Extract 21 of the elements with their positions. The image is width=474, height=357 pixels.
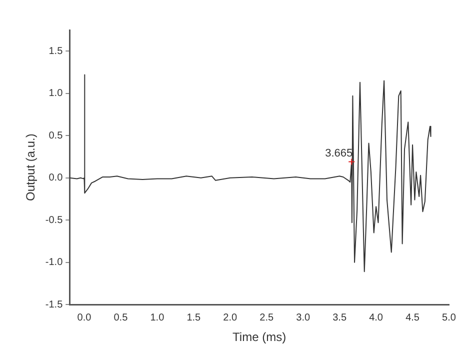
x-tick-label: 4.5 bbox=[406, 312, 420, 324]
y-tick-label: 1.0 bbox=[48, 88, 64, 100]
y-tick-label: 1.5 bbox=[48, 46, 64, 57]
x-tick-label: 0.0 bbox=[77, 312, 92, 324]
x-tick-label: 3.0 bbox=[296, 312, 310, 324]
x-tick-label: 1.5 bbox=[186, 312, 202, 324]
y-tick-label: 0.0 bbox=[48, 172, 64, 184]
y-tick-label: -1.0 bbox=[45, 257, 64, 268]
y-tick-label: -0.5 bbox=[45, 214, 64, 226]
x-tick-label: 3.5 bbox=[332, 312, 347, 324]
x-tick-label: 2.0 bbox=[223, 312, 238, 324]
x-tick-label: 4.0 bbox=[369, 312, 384, 324]
y-tick-label: 0.5 bbox=[48, 130, 64, 142]
y-tick-label: -1.5 bbox=[45, 299, 64, 310]
x-tick-label: 5.0 bbox=[442, 312, 456, 324]
y-axis-title: Output (a.u.) bbox=[24, 134, 38, 201]
x-tick-label: 0.5 bbox=[114, 312, 128, 324]
annotation: 3.665 bbox=[325, 147, 353, 160]
x-tick-label: 2.5 bbox=[260, 312, 274, 324]
x-tick-label: 1.0 bbox=[150, 312, 165, 324]
x-axis-title: Time (ms) bbox=[232, 330, 286, 344]
